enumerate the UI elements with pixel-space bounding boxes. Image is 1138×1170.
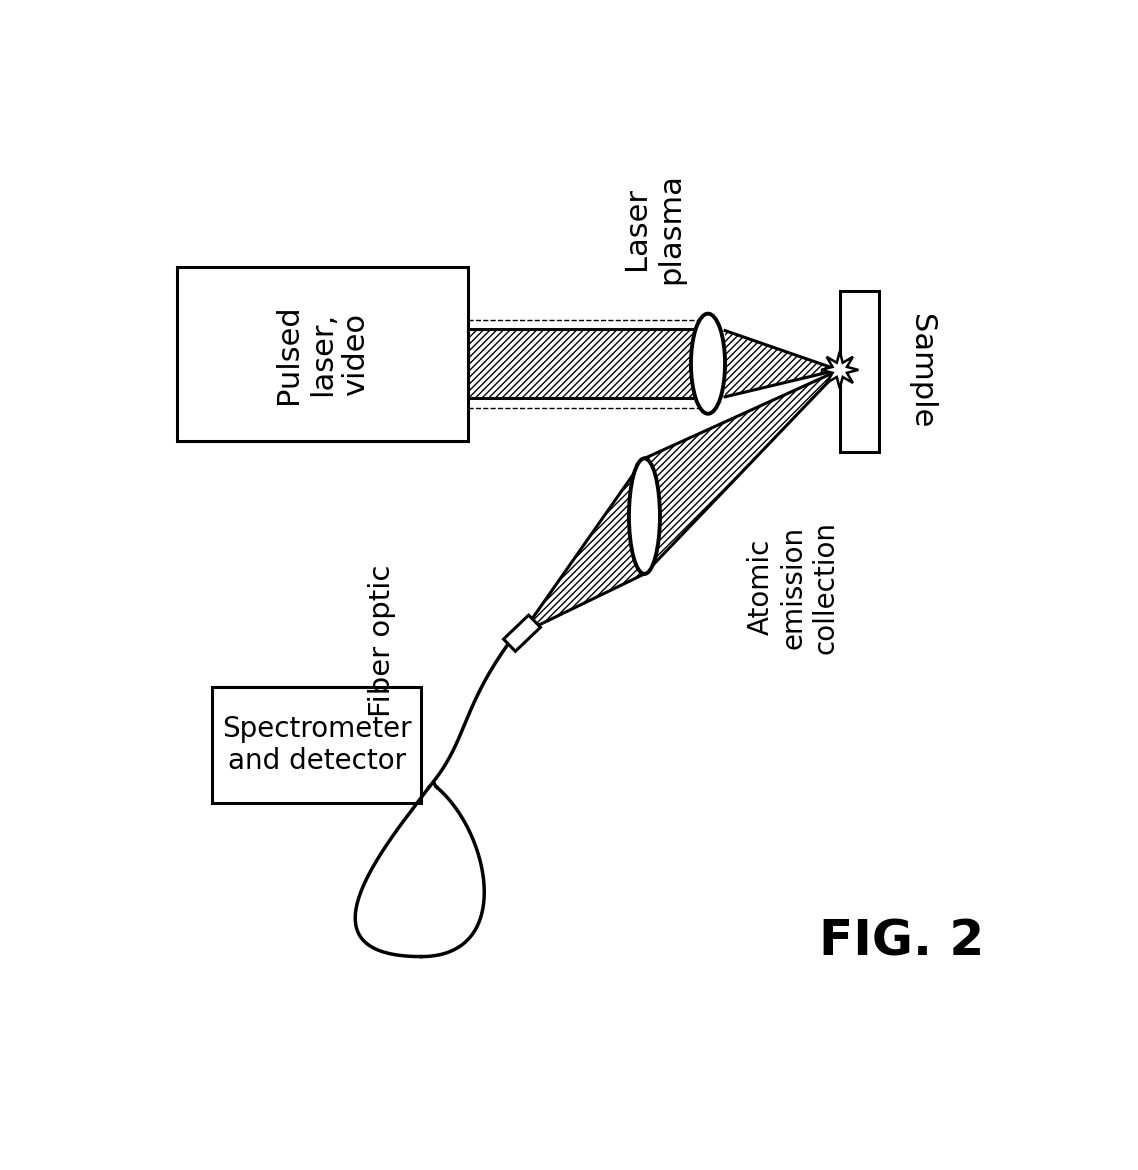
Bar xyxy=(468,329,708,398)
Bar xyxy=(503,615,541,652)
Ellipse shape xyxy=(691,314,725,414)
Bar xyxy=(840,290,879,453)
Ellipse shape xyxy=(629,459,660,574)
Polygon shape xyxy=(522,459,644,633)
Text: FIG. 2: FIG. 2 xyxy=(819,917,984,965)
Text: Spectrometer
and detector: Spectrometer and detector xyxy=(222,715,412,775)
Text: Fiber optic: Fiber optic xyxy=(369,565,396,717)
Bar xyxy=(212,687,421,803)
Bar xyxy=(178,268,468,441)
Text: Sample: Sample xyxy=(907,315,935,428)
Text: Laser
plasma: Laser plasma xyxy=(622,173,685,284)
Text: Pulsed
laser,
video: Pulsed laser, video xyxy=(274,304,371,404)
Polygon shape xyxy=(725,331,839,397)
Polygon shape xyxy=(822,351,858,388)
Polygon shape xyxy=(644,370,840,574)
Text: Atomic
emission
collection: Atomic emission collection xyxy=(747,521,840,654)
